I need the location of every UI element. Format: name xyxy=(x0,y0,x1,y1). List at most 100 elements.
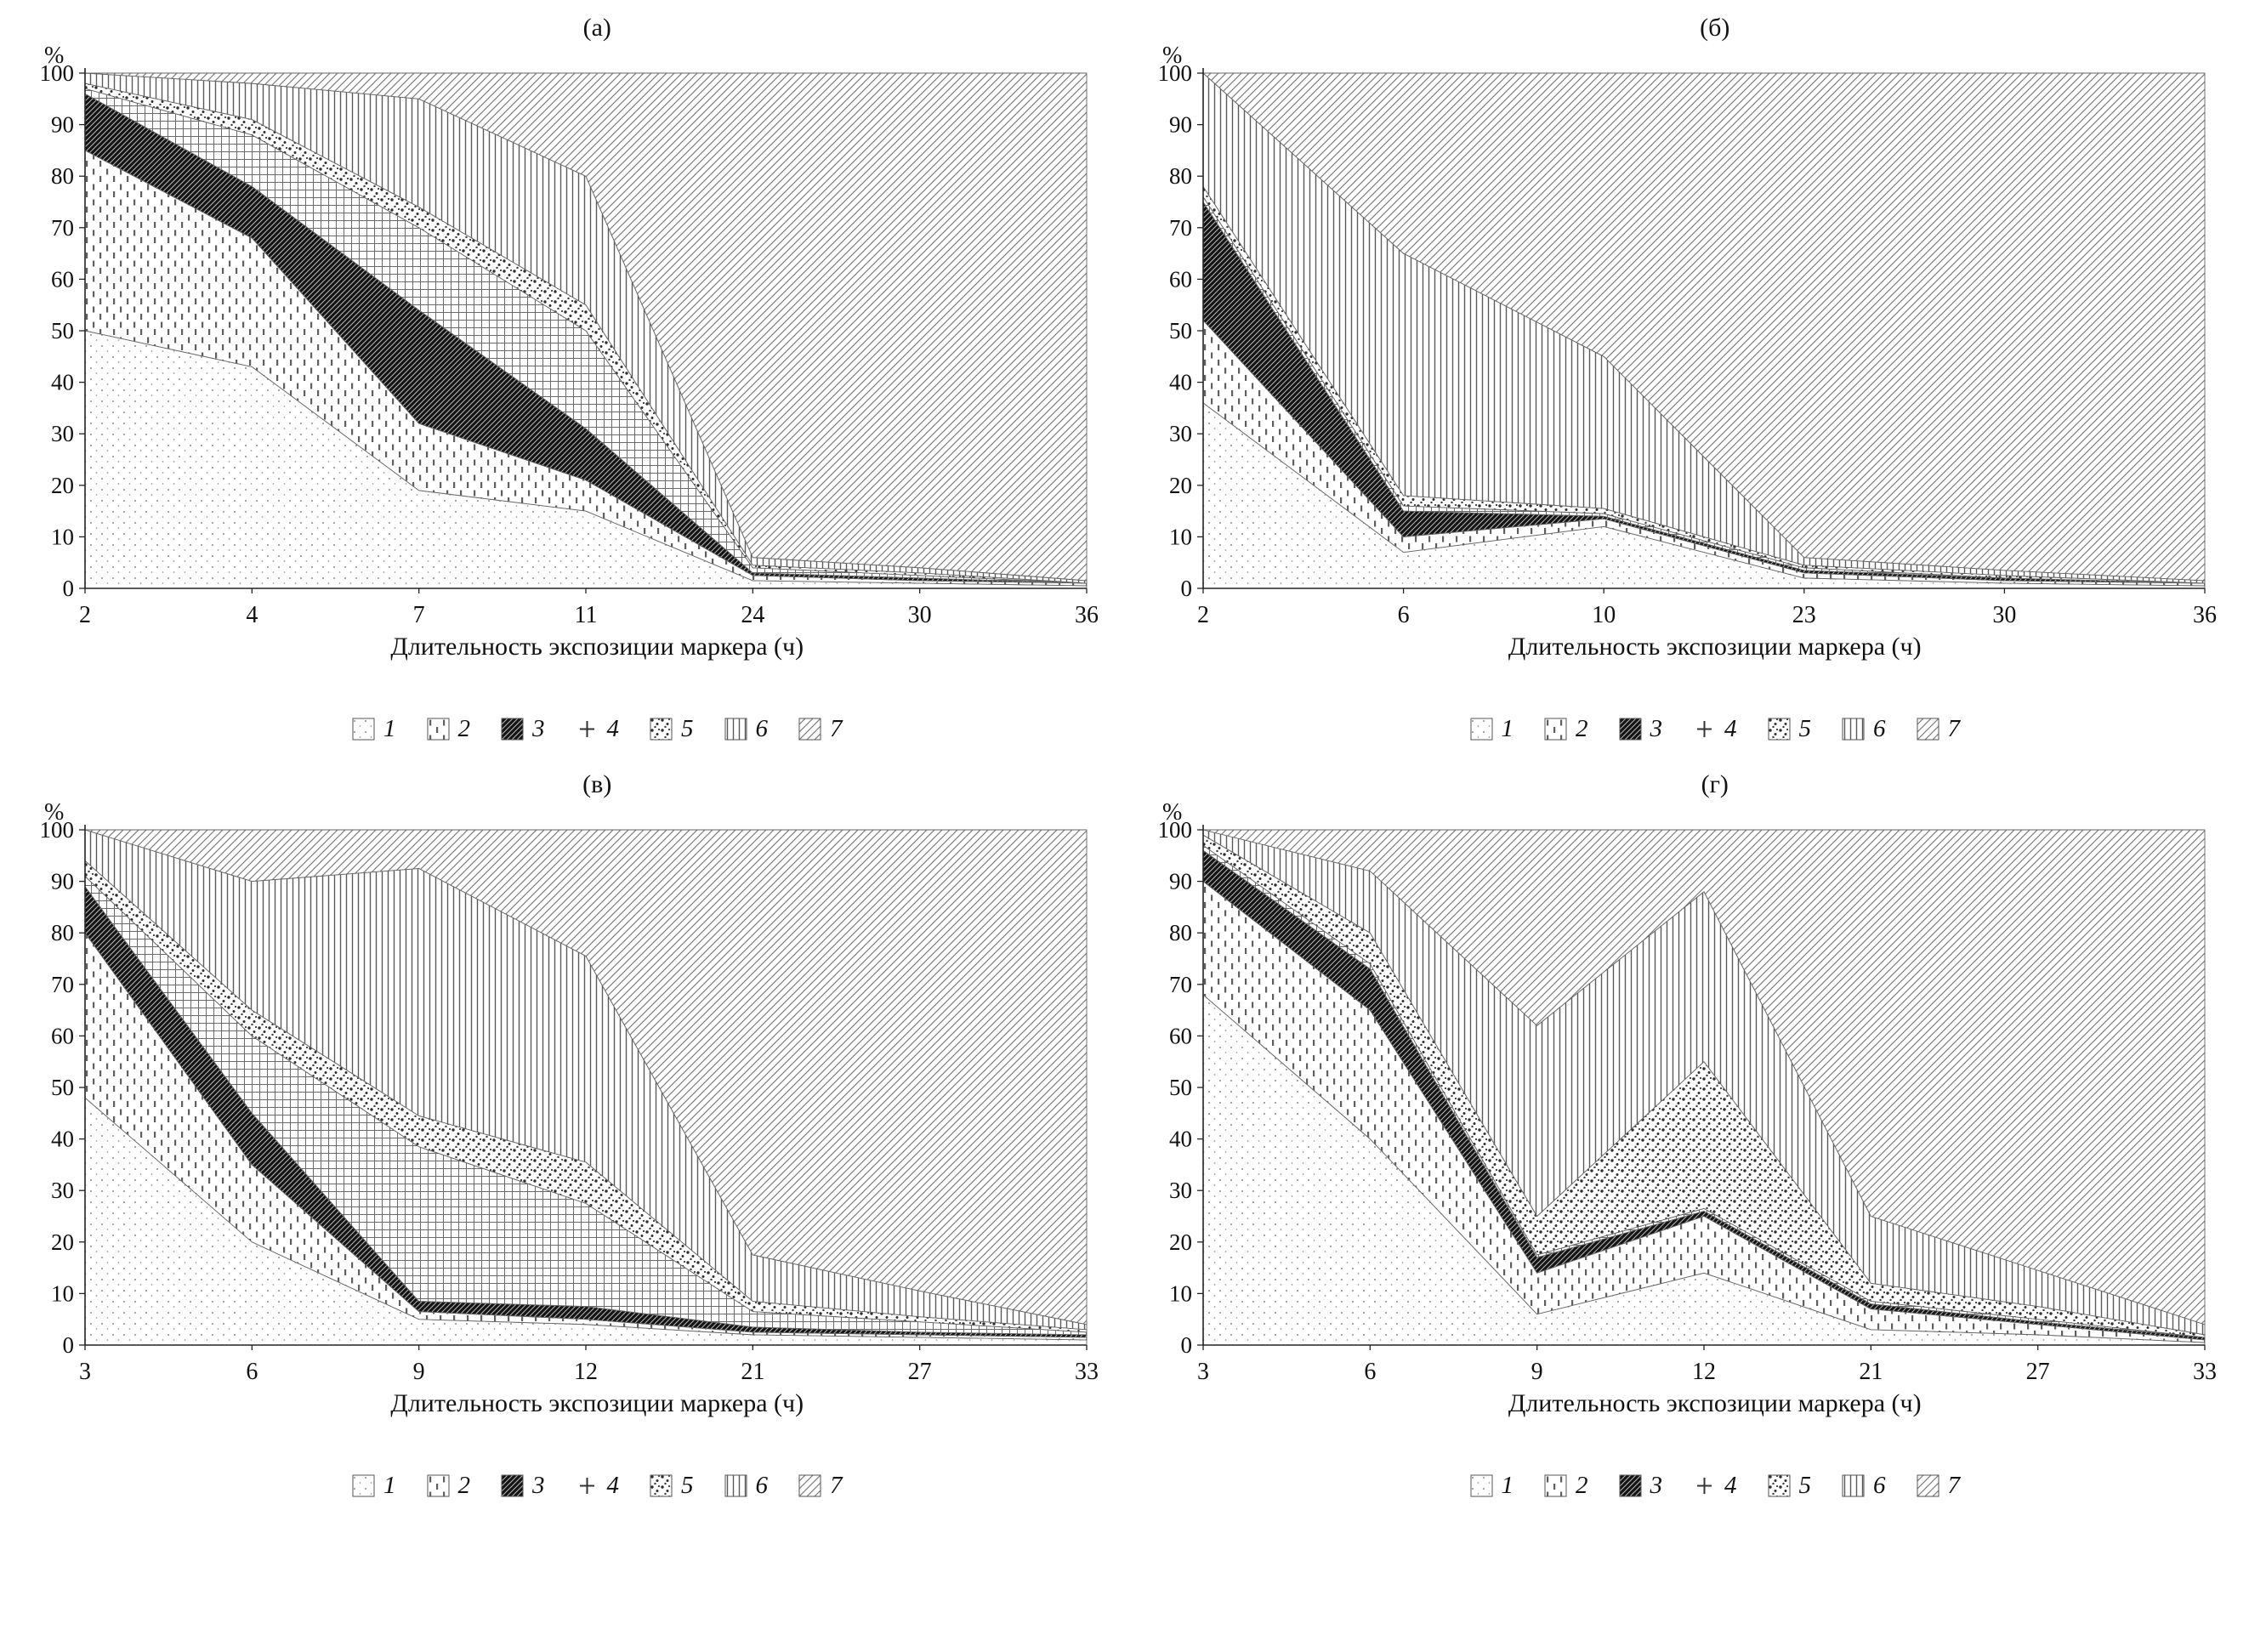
x-axis-title-g: Длительность экспозиции маркера (ч) xyxy=(1508,1389,1922,1417)
legend-swatch-dots-icon xyxy=(352,718,375,740)
y-tick-label: 40 xyxy=(1169,1127,1192,1152)
y-tick-label: 40 xyxy=(1169,370,1192,395)
legend-item-3: 3 xyxy=(501,1472,545,1500)
legend-item-1: 1 xyxy=(1470,715,1514,743)
series-area-7 xyxy=(84,829,1088,1326)
series-area-7 xyxy=(1202,829,2205,1326)
y-tick-label: 90 xyxy=(51,869,74,894)
legend-label: 6 xyxy=(755,1471,769,1499)
legend-label: 7 xyxy=(1947,714,1961,742)
y-tick-label: 80 xyxy=(51,163,74,189)
y-tick-label: 50 xyxy=(1169,318,1192,343)
legend-item-4: 4 xyxy=(1693,1472,1737,1500)
legend-label: 6 xyxy=(755,714,769,742)
legend-item-1: 1 xyxy=(1470,1472,1514,1500)
x-tick-label: 27 xyxy=(2025,1359,2049,1385)
y-tick-label: 100 xyxy=(40,60,75,86)
x-tick-label: 11 xyxy=(575,602,598,628)
legend-swatch-dots-icon xyxy=(352,1474,375,1496)
legend-label: 4 xyxy=(606,714,620,742)
legend-label: 1 xyxy=(383,1471,396,1499)
x-tick-label: 23 xyxy=(1792,602,1815,628)
x-tick-label: 12 xyxy=(574,1359,598,1385)
stacked-area-chart-b: 0 10 20 30 40 50 60 70 80 90 100% 2 6 10 23 30 36 xyxy=(1157,44,2217,628)
y-tick-label: 90 xyxy=(51,112,74,138)
y-tick-label: 60 xyxy=(1169,266,1192,292)
four-panel-stacked-area-figure: (а) 0 10 20 30 40 50 60 70 80 90 100% 2 4 7 11 24 30 36 Д… xyxy=(40,12,2228,1503)
legend-label: 6 xyxy=(1873,1471,1886,1499)
y-tick-label: 50 xyxy=(51,1075,74,1100)
legend-swatch-grid-icon xyxy=(579,720,594,737)
stacked-area-chart-v: 0 10 20 30 40 50 60 70 80 90 100% 3 6 9 12 21 27 33 xyxy=(40,801,1099,1385)
legend-g: 1 2 3 4 5 6 7 xyxy=(1140,1467,2228,1503)
x-tick-label: 30 xyxy=(908,602,932,628)
x-tick-label: 21 xyxy=(741,1359,764,1385)
legend-label: 7 xyxy=(830,1471,843,1499)
legend-label: 2 xyxy=(1576,714,1588,742)
x-tick-label: 30 xyxy=(1992,602,2016,628)
legend-label: 4 xyxy=(606,1471,620,1499)
legend-swatch-dark-hatch-icon xyxy=(1619,718,1641,740)
legend-label: 7 xyxy=(830,714,843,742)
legend-label: 1 xyxy=(383,714,396,742)
panel-title-b: (б) xyxy=(1700,14,1730,42)
legend-item-5: 5 xyxy=(650,715,694,743)
x-tick-label: 27 xyxy=(908,1359,932,1385)
legend-swatch-pebbles-icon xyxy=(650,1474,673,1496)
legend-swatch-diagonal-hatch-icon xyxy=(798,718,821,740)
x-tick-label: 3 xyxy=(1197,1359,1209,1385)
y-tick-label: 70 xyxy=(51,215,74,241)
legend-item-4: 4 xyxy=(576,714,620,743)
legend-swatch-pebbles-icon xyxy=(1768,1474,1790,1496)
y-tick-label: 20 xyxy=(51,473,74,498)
y-tick-label: 60 xyxy=(51,266,74,292)
legend-item-7: 7 xyxy=(798,715,843,743)
legend-swatch-vertical-lines-icon xyxy=(1842,1474,1865,1496)
legend-label: 3 xyxy=(532,714,545,742)
y-tick-label: 20 xyxy=(51,1229,74,1255)
legend-swatch-dashes-icon xyxy=(1544,1474,1567,1496)
y-tick-label: 0 xyxy=(63,1332,75,1358)
series-area-7 xyxy=(84,72,1088,582)
legend-label: 2 xyxy=(457,1471,471,1499)
legend-swatch-dashes-icon xyxy=(1544,718,1567,740)
legend-swatch-grid-icon xyxy=(1697,720,1712,737)
legend-item-3: 3 xyxy=(501,715,545,743)
y-tick-label: 20 xyxy=(1169,473,1192,498)
x-tick-label: 21 xyxy=(1859,1359,1883,1385)
chart-panel-g: (г) 0 10 20 30 40 50 60 70 80 90 100% 3 6 9 12 21 27 33 Д… xyxy=(1140,769,2228,1503)
panel-title-g: (г) xyxy=(1701,770,1729,798)
legend-item-2: 2 xyxy=(1544,715,1588,743)
y-axis-unit-label: % xyxy=(1162,44,1182,69)
legend-item-2: 2 xyxy=(427,715,470,743)
y-tick-label: 80 xyxy=(51,920,74,945)
y-tick-label: 30 xyxy=(1169,421,1192,446)
panel-title-v: (в) xyxy=(582,770,612,798)
y-tick-label: 0 xyxy=(1180,1332,1192,1358)
legend-item-2: 2 xyxy=(1544,1472,1588,1500)
y-axis-unit-label: % xyxy=(44,801,64,826)
y-axis-unit-label: % xyxy=(44,44,64,69)
y-tick-label: 70 xyxy=(1169,215,1192,241)
legend-item-6: 6 xyxy=(724,714,769,743)
y-tick-label: 100 xyxy=(1157,817,1192,843)
y-tick-label: 20 xyxy=(1169,1229,1192,1255)
x-tick-label: 6 xyxy=(1397,602,1409,628)
legend-item-7: 7 xyxy=(798,1472,843,1500)
legend-label: 3 xyxy=(1650,714,1663,742)
y-tick-label: 10 xyxy=(51,524,74,549)
legend-label: 3 xyxy=(532,1471,545,1499)
y-tick-label: 60 xyxy=(1169,1023,1192,1048)
legend-item-6: 6 xyxy=(1842,715,1886,743)
legend-item-1: 1 xyxy=(352,715,396,743)
legend-swatch-grid-icon xyxy=(579,1477,594,1494)
legend-label: 1 xyxy=(1501,1471,1514,1499)
chart-panel-b: (б) 0 10 20 30 40 50 60 70 80 90 100% 2 6 10 23 30 36 Дл… xyxy=(1140,12,2228,747)
legend-label: 6 xyxy=(1873,714,1886,742)
y-tick-label: 30 xyxy=(51,1178,74,1203)
legend-item-3: 3 xyxy=(1619,1472,1662,1500)
x-tick-label: 3 xyxy=(79,1359,91,1385)
y-tick-label: 100 xyxy=(1157,60,1192,86)
x-axis-title-a: Длительность экспозиции маркера (ч) xyxy=(390,633,804,661)
